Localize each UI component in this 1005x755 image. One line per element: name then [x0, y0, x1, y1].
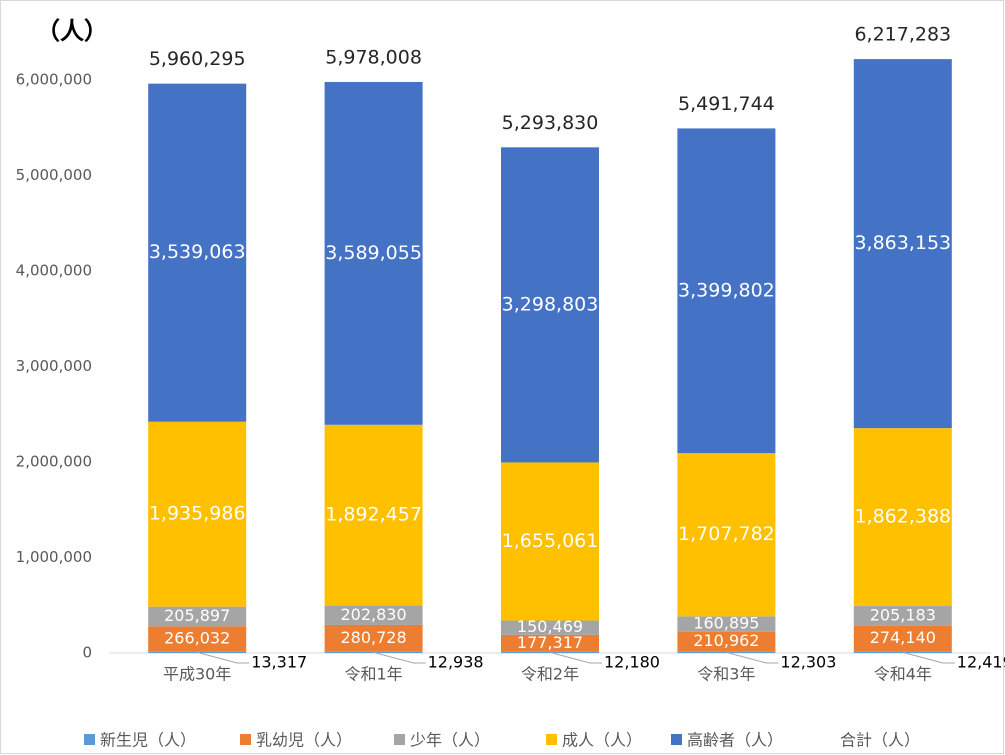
- bar-segment: [501, 620, 599, 635]
- data-label: 202,830: [341, 605, 407, 624]
- data-label: 150,469: [517, 617, 583, 636]
- total-label: 6,217,283: [854, 24, 951, 46]
- bar-segment: [677, 651, 776, 653]
- legend-label: 合計（人）: [840, 731, 920, 750]
- bar-segment: [324, 424, 423, 606]
- total-label: 5,293,830: [502, 112, 599, 134]
- data-label: 12,303: [780, 653, 836, 672]
- data-label: 3,539,063: [149, 241, 246, 263]
- data-label: 205,183: [870, 605, 936, 624]
- total-label: 5,978,008: [325, 46, 422, 68]
- leader-line: [902, 651, 955, 664]
- leader-line: [549, 651, 602, 664]
- bar-segment: [148, 83, 247, 422]
- data-label: 12,419: [957, 653, 1005, 672]
- data-label: 160,895: [693, 613, 759, 632]
- bar-segment: [501, 634, 599, 652]
- bar-segment: [677, 128, 776, 454]
- data-label: 1,707,782: [678, 523, 775, 545]
- legend-label: 成人（人）: [562, 731, 642, 750]
- legend-marker: [546, 734, 557, 745]
- bar-segment: [853, 59, 952, 429]
- data-label: 3,863,153: [854, 232, 951, 254]
- y-tick-label: 5,000,000: [16, 166, 92, 184]
- bar-segment: [677, 631, 776, 652]
- x-tick-label: 令和4年: [874, 665, 932, 684]
- bar-segment: [324, 81, 423, 425]
- bar-segment: [501, 462, 599, 621]
- leader-line: [726, 651, 779, 664]
- total-label: 5,960,295: [149, 48, 246, 70]
- y-tick-label: 0: [82, 644, 92, 662]
- data-label: 13,317: [251, 653, 307, 672]
- data-label: 1,655,061: [502, 530, 599, 552]
- x-tick-label: 平成30年: [163, 665, 231, 684]
- legend-marker: [84, 734, 95, 745]
- data-label: 12,938: [428, 653, 484, 672]
- legend-label: 乳幼児（人）: [256, 731, 352, 750]
- bar-segment: [853, 625, 952, 652]
- legend-label: 少年（人）: [410, 731, 490, 750]
- data-label: 274,140: [870, 628, 936, 647]
- bar-segment: [148, 606, 247, 627]
- y-tick-label: 4,000,000: [16, 261, 92, 279]
- data-label: 1,935,986: [149, 503, 246, 525]
- x-tick-label: 令和3年: [697, 665, 755, 684]
- bar-segment: [324, 624, 423, 652]
- y-tick-label: 3,000,000: [16, 357, 92, 375]
- bar-segment: [677, 616, 776, 632]
- bar-segment: [853, 428, 952, 607]
- data-label: 12,180: [604, 653, 660, 672]
- bar-segment: [324, 605, 423, 625]
- data-label: 205,897: [164, 606, 230, 625]
- leader-line: [197, 651, 250, 664]
- x-tick-label: 令和1年: [345, 665, 403, 684]
- data-label: 3,298,803: [502, 293, 599, 315]
- data-label: 266,032: [164, 629, 230, 648]
- y-axis-label: （人）: [36, 17, 108, 45]
- data-label: 1,892,457: [325, 504, 422, 526]
- bar-segment: [148, 421, 247, 607]
- y-tick-label: 2,000,000: [16, 452, 92, 470]
- legend-label: 高齢者（人）: [687, 731, 783, 750]
- data-label: 1,862,388: [854, 506, 951, 528]
- bar-segment: [148, 626, 247, 652]
- data-label: 3,589,055: [325, 242, 422, 264]
- data-label: 177,317: [517, 633, 583, 652]
- bar-segment: [677, 453, 776, 617]
- legend-marker: [394, 734, 405, 745]
- x-tick-label: 令和2年: [521, 665, 579, 684]
- legend-label: 新生児（人）: [100, 731, 196, 750]
- data-label: 210,962: [693, 631, 759, 650]
- data-label: 280,728: [341, 628, 407, 647]
- bar-segment: [853, 606, 952, 626]
- bar-segment: [501, 147, 599, 463]
- leader-line: [373, 651, 426, 664]
- y-tick-label: 6,000,000: [16, 70, 92, 88]
- data-label: 3,399,802: [678, 279, 775, 301]
- legend-marker: [671, 734, 682, 745]
- total-label: 5,491,744: [678, 93, 775, 115]
- legend-marker: [240, 734, 251, 745]
- y-tick-label: 1,000,000: [16, 548, 92, 566]
